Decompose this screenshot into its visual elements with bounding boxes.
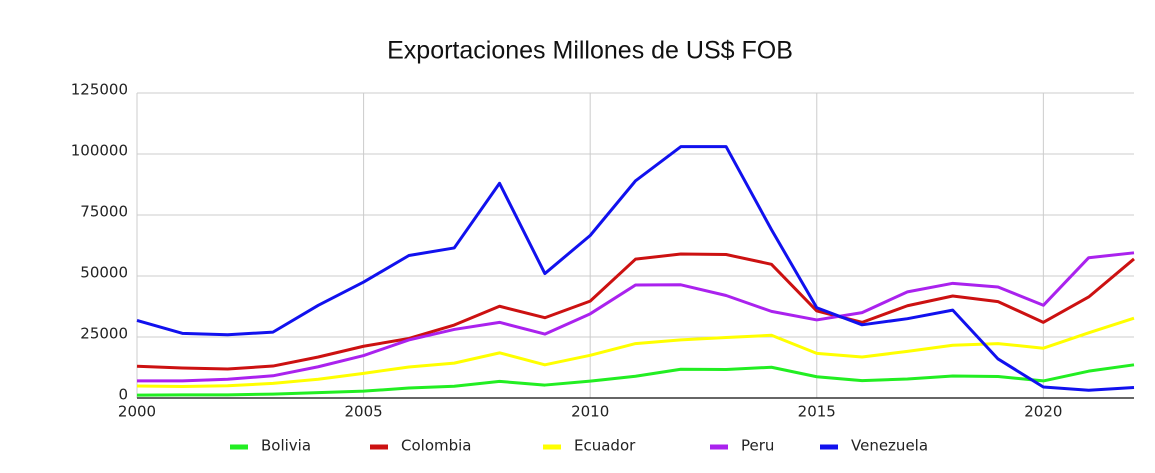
y-tick-label: 125000 [71,81,128,99]
line-series [136,316,1135,389]
y-tick-label: 0 [118,386,128,404]
x-tick-label: 2000 [118,403,156,421]
x-tick-label: 2010 [571,403,609,421]
line-series [136,252,1135,371]
legend-label: Colombia [401,437,472,455]
y-tick-label: 50000 [80,264,128,282]
x-tick-label: 2015 [798,403,836,421]
chart-title: Exportaciones Millones de US$ FOB [387,37,793,65]
x-tick-label: 2020 [1024,403,1062,421]
legend-label: Bolivia [261,437,311,455]
legend-label: Peru [741,437,774,455]
y-tick-label: 25000 [80,325,128,343]
line-series [136,363,1135,397]
legend-label: Venezuela [851,437,928,455]
y-tick-label: 75000 [80,203,128,221]
line-series [137,251,1135,383]
line-series [136,145,1135,392]
y-tick-label: 100000 [71,142,128,160]
legend-label: Ecuador [574,437,636,455]
x-tick-label: 2005 [344,403,382,421]
